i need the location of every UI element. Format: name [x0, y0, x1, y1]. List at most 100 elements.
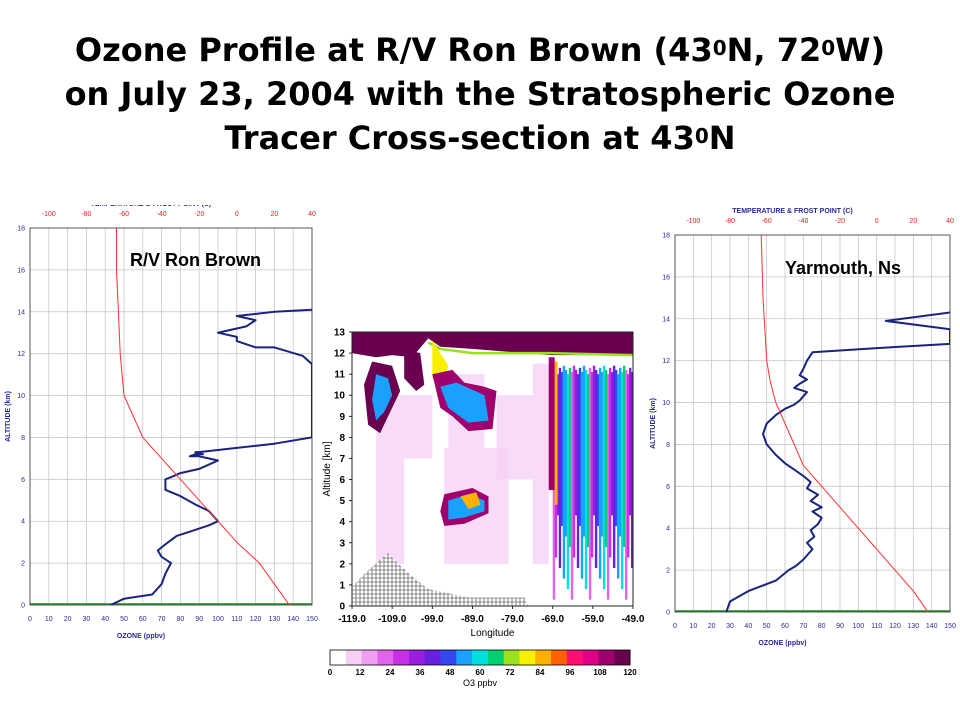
colorbar-tick-label: 108 — [593, 668, 607, 677]
low-ozone-region — [496, 395, 533, 480]
stratospheric-intrusion-column — [588, 367, 592, 600]
temperature-tick-label: -60 — [119, 211, 129, 218]
stratosphere-cap — [352, 332, 633, 358]
stratospheric-intrusion-column — [562, 365, 566, 579]
stratospheric-intrusion-column — [630, 372, 633, 569]
colorbar-swatch — [456, 650, 473, 665]
stratospheric-intrusion-column — [604, 369, 608, 547]
x-tick-label: 50 — [763, 623, 771, 630]
x-tick-label: 20 — [64, 616, 72, 623]
title-superscript: 0 — [821, 36, 836, 60]
temperature-tick-label: 40 — [946, 218, 954, 225]
low-ozone-region — [404, 395, 433, 459]
ozone-profile-line — [725, 311, 950, 612]
colorbar-swatch — [345, 650, 363, 665]
x-tick-label: 150 — [306, 616, 318, 623]
x-tick-label: 70 — [799, 623, 807, 630]
temperature-tick-label: -60 — [762, 218, 772, 225]
colorbar-swatch — [535, 650, 552, 665]
y-tick-label: 18 — [17, 226, 25, 233]
colorbar-swatch — [330, 650, 347, 665]
stratospheric-intrusion-column — [556, 374, 560, 516]
y-tick-label: 0 — [21, 603, 25, 610]
colorbar-swatch — [582, 650, 599, 665]
colorbar-swatch — [503, 650, 520, 665]
x-tick-label: 110 — [231, 616, 242, 623]
x-tick-label: 100 — [212, 616, 224, 623]
stratospheric-intrusion-column — [570, 372, 574, 600]
x-tick-label: -79.0 — [501, 614, 524, 625]
stratospheric-intrusion-column — [558, 367, 562, 569]
stratospheric-intrusion-column — [586, 374, 590, 547]
x-tick-label: 0 — [673, 623, 677, 630]
title-line3-text: Tracer Cross-section at 43 — [224, 119, 695, 157]
title-line3-text: N — [708, 119, 736, 157]
low-ozone-region — [532, 363, 549, 564]
temperature-tick-label: -100 — [42, 211, 56, 218]
title-line1-text: N, 72 — [726, 31, 822, 69]
stratospheric-intrusion-column — [576, 374, 580, 569]
stratospheric-intrusion-column — [580, 372, 584, 579]
temperature-profile-line — [116, 228, 290, 605]
ozone-filament — [372, 374, 393, 421]
title-line2-text: on July 23, 2004 with the Stratospheric … — [64, 75, 896, 113]
colorbar-tick-label: 60 — [476, 668, 485, 677]
y-tick-label: 6 — [666, 484, 670, 491]
colorbar-swatch — [424, 650, 442, 665]
x-tick-label: 50 — [120, 616, 128, 623]
x-tick-label: 90 — [836, 623, 844, 630]
colorbar-frame — [329, 649, 631, 666]
y-tick-label: 2 — [339, 559, 345, 570]
y-tick-label: 10 — [662, 400, 670, 407]
station-label: R/V Ron Brown — [130, 250, 261, 270]
x-tick-label: -109.0 — [378, 614, 407, 625]
x-tick-label: -119.0 — [338, 614, 366, 625]
x-axis-label: Longitude — [471, 628, 515, 639]
y-tick-label: 8 — [666, 442, 670, 449]
y-tick-label: 11 — [334, 370, 345, 381]
stratospheric-intrusion-column — [618, 367, 622, 537]
ozone-filament — [404, 348, 425, 391]
stratospheric-intrusion-column — [622, 365, 626, 547]
colorbar-tick-label: 36 — [416, 668, 425, 677]
colorbar-swatch — [408, 650, 426, 665]
y-tick-label: 9 — [339, 412, 345, 423]
colorbar-swatch — [598, 650, 615, 665]
x-tick-label: 80 — [818, 623, 826, 630]
x-tick-label: 140 — [926, 623, 938, 630]
y-tick-label: 4 — [21, 519, 25, 526]
y-tick-label: 6 — [21, 477, 25, 484]
temperature-tick-label: -100 — [686, 218, 700, 225]
y-tick-label: 8 — [21, 435, 25, 442]
temperature-tick-label: 20 — [271, 211, 279, 218]
x-tick-label: 120 — [889, 623, 901, 630]
x-tick-label: 0 — [28, 616, 32, 623]
temperature-tick-label: 20 — [909, 218, 917, 225]
x-tick-label: 150 — [944, 623, 956, 630]
plot-frame — [29, 227, 313, 606]
stratospheric-intrusion-column — [602, 365, 606, 590]
stratospheric-intrusion-column — [608, 367, 612, 558]
title-line1-text: W) — [835, 31, 886, 69]
stratospheric-intrusion-column — [564, 369, 568, 537]
ozone-filament — [440, 382, 489, 423]
title-superscript: 0 — [712, 36, 727, 60]
temperature-tick-label: -20 — [835, 218, 845, 225]
slide-title: Ozone Profile at R/V Ron Brown (430N, 72… — [0, 28, 960, 160]
y-tick-label: 6 — [339, 475, 345, 486]
x-tick-label: -69.0 — [541, 614, 564, 625]
x-tick-label: 80 — [177, 616, 185, 623]
y-tick-label: 16 — [17, 267, 25, 274]
ozone-filament — [460, 492, 481, 509]
stratospheric-intrusion-column — [592, 365, 596, 516]
colorbar-swatch — [614, 650, 631, 665]
stratospheric-intrusion-column — [572, 365, 576, 558]
y-tick-label: 4 — [666, 526, 670, 533]
colorbar-tick-label: 12 — [356, 668, 365, 677]
x-tick-label: 30 — [83, 616, 91, 623]
stratospheric-intrusion-column — [574, 369, 578, 516]
y-tick-label: 10 — [334, 391, 346, 402]
colorbar-swatch — [440, 650, 457, 665]
stratospheric-intrusion-column — [582, 365, 586, 537]
